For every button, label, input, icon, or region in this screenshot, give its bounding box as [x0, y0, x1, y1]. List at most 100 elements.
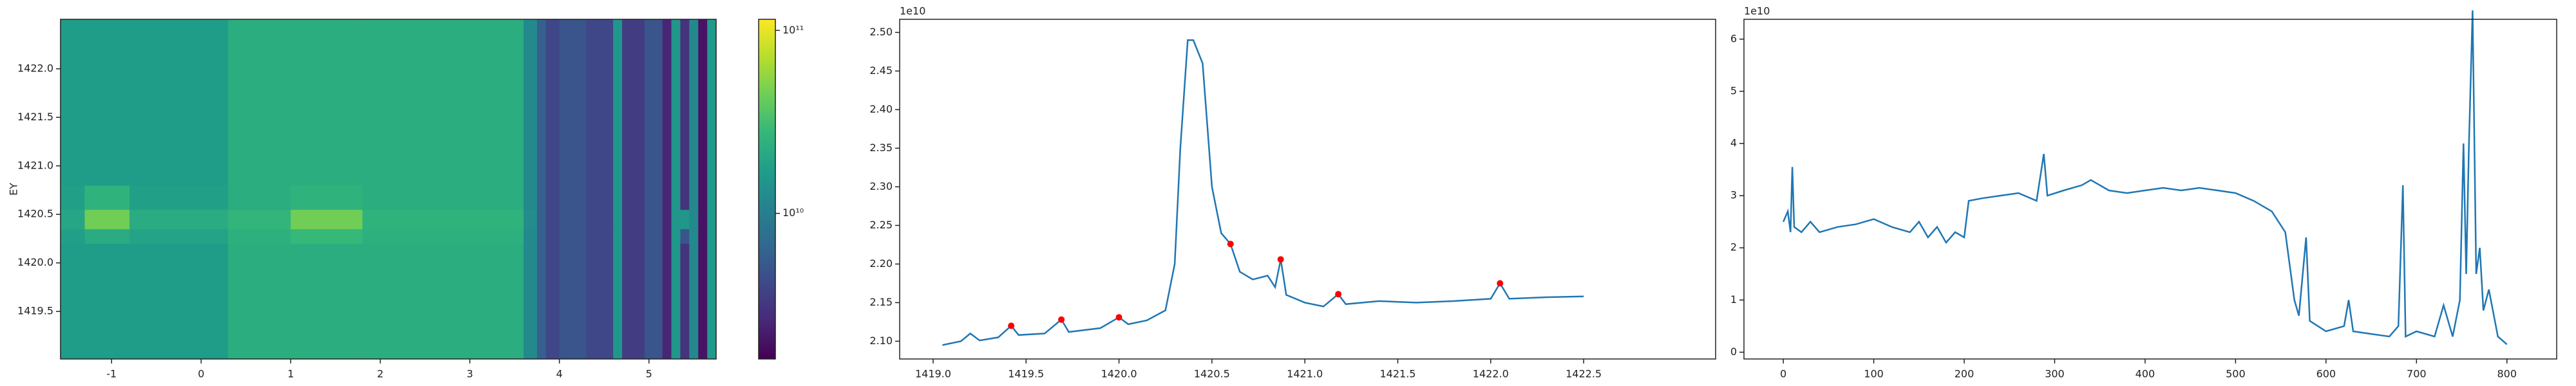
heatmap-cell	[707, 19, 717, 186]
x-tick-label: 1419.5	[1008, 368, 1044, 380]
heatmap-cell	[523, 19, 538, 186]
heatmap-cell	[671, 19, 681, 186]
peak-marker	[1497, 280, 1504, 287]
heatmap-cell	[545, 19, 560, 186]
heatmap-cell	[613, 228, 623, 244]
heatmap-cell	[621, 19, 645, 186]
heatmap-cell	[662, 19, 672, 186]
heatmap-cell	[84, 228, 130, 244]
heatmap-cell	[559, 209, 587, 230]
y-tick-label: 1421.5	[17, 111, 53, 123]
heatmap-cell	[621, 243, 645, 360]
heatmap-cell	[536, 209, 547, 230]
x-tick-label: 0	[198, 368, 204, 380]
peak-marker	[1115, 314, 1122, 321]
heatmap-cell	[61, 228, 86, 244]
peak-marker	[1227, 241, 1234, 248]
heatmap-cell	[613, 209, 623, 230]
heatmap-cell	[689, 185, 699, 210]
y-tick-label: 2	[1730, 241, 1737, 253]
peak-marker	[1058, 316, 1065, 323]
heatmap-cell	[545, 185, 560, 210]
heatmap-cell	[644, 228, 663, 244]
heatmap-cell	[545, 243, 560, 360]
heatmap-cell	[536, 228, 547, 244]
heatmap-cell	[680, 228, 690, 244]
heatmap-cell	[559, 243, 587, 360]
heatmap-cell	[290, 228, 363, 244]
heatmap-cell	[129, 209, 229, 230]
colorbar-tick-label: 10¹¹	[782, 24, 804, 36]
y-tick-label: 2.50	[869, 26, 893, 38]
heatmap-cell	[523, 228, 538, 244]
heatmap-cell	[84, 185, 130, 210]
heatmap-cell	[362, 243, 524, 360]
heatmap-cell	[689, 243, 699, 360]
colorbar	[758, 19, 776, 360]
x-tick-label: -1	[106, 368, 117, 380]
heatmap-cell	[84, 243, 130, 360]
heatmap-cell	[129, 185, 229, 210]
heatmap-cell	[129, 19, 229, 186]
heatmap-cell	[536, 185, 547, 210]
x-tick-label: 0	[1780, 368, 1786, 380]
x-tick-label: 1419.0	[915, 368, 951, 380]
colorbar-tick-label: 10¹⁰	[782, 207, 804, 219]
heatmap-cell	[536, 19, 547, 186]
x-tick-label: 500	[2226, 368, 2246, 380]
peak-marker	[1277, 256, 1284, 263]
heatmap-cell	[61, 243, 86, 360]
y-tick-label: 1421.0	[17, 159, 53, 171]
heatmap-cell	[671, 243, 681, 360]
heatmap-cell	[536, 243, 547, 360]
y-tick-label: 1420.5	[17, 208, 53, 220]
offset-text: 1e10	[1744, 5, 1770, 17]
heatmap-cell	[362, 185, 524, 210]
heatmap-cell	[290, 185, 363, 210]
x-tick-label: 600	[2316, 368, 2336, 380]
line	[942, 39, 1584, 346]
heatmap-cell	[84, 209, 130, 230]
heatmap-cell	[523, 243, 538, 360]
heatmap-cell	[362, 209, 524, 230]
heatmap-cell	[523, 185, 538, 210]
heatmap-cell	[698, 243, 708, 360]
x-tick-label: 2	[377, 368, 383, 380]
heatmap-cell	[559, 19, 587, 186]
heatmap-cell	[680, 209, 690, 230]
x-tick-label: 100	[1864, 368, 1884, 380]
y-tick-label: 5	[1730, 84, 1737, 96]
heatmap-cell	[662, 209, 672, 230]
y-tick-label: 1422.0	[17, 62, 53, 74]
x-tick-label: 800	[2497, 368, 2517, 380]
y-tick-label: 0	[1730, 345, 1737, 358]
peak-marker	[1335, 291, 1342, 298]
heatmap-cell	[671, 209, 681, 230]
heatmap-cell	[613, 243, 623, 360]
x-tick-label: 1422.0	[1473, 368, 1509, 380]
x-tick-label: 1421.0	[1287, 368, 1323, 380]
x-tick-label: 1	[287, 368, 294, 380]
x-tick-label: 1420.0	[1101, 368, 1137, 380]
heatmap-cell	[621, 228, 645, 244]
heatmap-cell	[680, 243, 690, 360]
y-tick-label: 1420.0	[17, 256, 53, 268]
heatmap-cell	[698, 185, 708, 210]
heatmap-cell	[228, 185, 291, 210]
heatmap-cell	[621, 209, 645, 230]
x-tick-label: 700	[2407, 368, 2427, 380]
heatmap-cell	[671, 185, 681, 210]
x-tick-label: 3	[466, 368, 473, 380]
heatmap-cell	[613, 19, 623, 186]
heatmap-cell	[545, 209, 560, 230]
heatmap-cell	[559, 228, 587, 244]
heatmap-cell	[228, 243, 291, 360]
heatmap-cell	[586, 185, 614, 210]
peak-marker	[1008, 322, 1015, 329]
heatmap-cell	[586, 209, 614, 230]
heatmap-cell	[662, 228, 672, 244]
x-tick-label: 5	[646, 368, 652, 380]
heatmap-cell	[621, 185, 645, 210]
heatmap-cell	[689, 209, 699, 230]
